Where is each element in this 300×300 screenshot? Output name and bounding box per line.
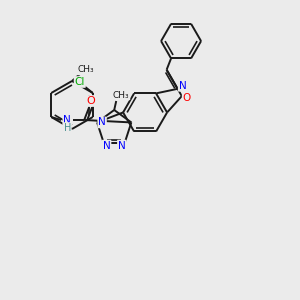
Text: CH₃: CH₃ [78,65,94,74]
Text: N: N [118,141,126,151]
Text: H: H [64,123,71,133]
Text: N: N [98,117,106,128]
Text: O: O [87,96,96,106]
Text: CH₃: CH₃ [113,91,130,100]
Text: Cl: Cl [75,77,85,87]
Text: O: O [183,93,191,103]
Text: N: N [179,81,187,91]
Text: N: N [103,141,110,151]
Text: N: N [63,115,71,125]
